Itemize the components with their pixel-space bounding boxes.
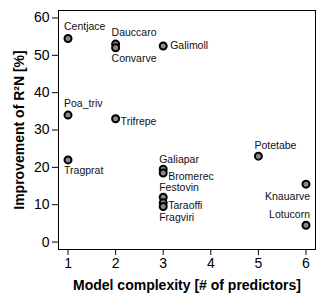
svg-text:Convarve: Convarve [112,52,157,64]
svg-text:20: 20 [34,159,50,175]
svg-text:Taraoffi: Taraoffi [168,199,202,211]
svg-text:Tragprat: Tragprat [64,164,103,176]
svg-text:Festovin: Festovin [159,181,199,193]
svg-text:Model complexity [# of predict: Model complexity [# of predictors] [73,277,301,293]
svg-text:Improvement of R²N [%]: Improvement of R²N [%] [11,50,27,209]
svg-text:2: 2 [112,255,120,271]
svg-text:10: 10 [34,196,50,212]
svg-text:Galiapar: Galiapar [159,153,199,165]
svg-text:Trifrepe: Trifrepe [121,115,157,127]
svg-text:50: 50 [34,47,50,63]
svg-text:6: 6 [302,255,310,271]
svg-text:Centjace: Centjace [64,20,106,32]
svg-text:Galimoll: Galimoll [170,39,208,51]
svg-text:30: 30 [34,121,50,137]
svg-text:Fragviri: Fragviri [159,211,194,223]
svg-text:Dauccaro: Dauccaro [112,26,157,38]
svg-text:1: 1 [64,255,72,271]
svg-text:Bromerec: Bromerec [168,170,214,183]
svg-text:Knauarve: Knauarve [265,190,310,202]
svg-text:Lotucorn: Lotucorn [269,208,310,220]
svg-text:0: 0 [42,234,50,250]
svg-text:60: 60 [34,9,50,25]
svg-text:4: 4 [207,255,215,271]
svg-text:40: 40 [34,84,50,100]
svg-text:Potetabe: Potetabe [254,139,296,151]
svg-text:5: 5 [254,255,262,271]
svg-text:3: 3 [159,255,167,271]
svg-text:Poa_triv: Poa_triv [64,97,103,109]
